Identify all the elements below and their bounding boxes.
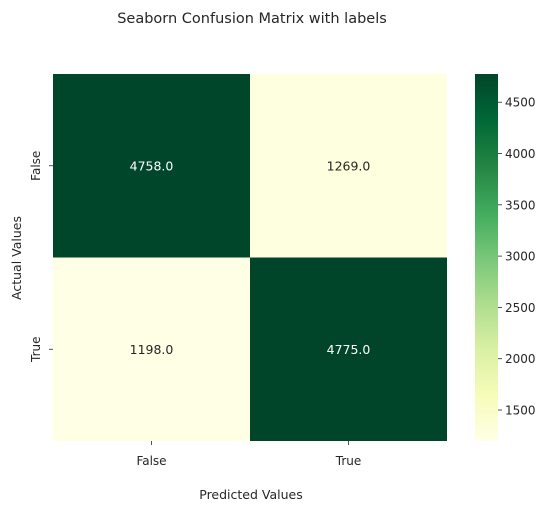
colorbar-tick-label: 4500 (505, 96, 536, 110)
x-tick-label: True (335, 454, 362, 468)
cell-value-label: 1269.0 (327, 158, 371, 173)
x-axis-ticks: False True (136, 441, 361, 468)
colorbar-tick-label: 4000 (505, 147, 536, 161)
cell-value-label: 4775.0 (327, 342, 371, 357)
heatmap-cell (53, 74, 250, 258)
cell-value-label: 1198.0 (130, 342, 174, 357)
y-axis-label: Actual Values (9, 216, 24, 300)
x-tick-label: False (136, 454, 166, 468)
colorbar-tick-label: 3500 (505, 198, 536, 212)
colorbar-tick-label: 3000 (505, 250, 536, 264)
heatmap-cell (250, 257, 447, 441)
colorbar-tick-label: 1500 (505, 404, 536, 418)
heatmap-cell (250, 74, 447, 258)
y-axis-ticks: False True (29, 151, 53, 363)
x-axis-label: Predicted Values (199, 487, 303, 502)
cell-value-label: 4758.0 (130, 158, 174, 173)
y-tick-label: True (29, 337, 43, 364)
colorbar-tick-label: 2500 (505, 301, 536, 315)
heatmap-cells: 4758.0 1269.0 1198.0 4775.0 (53, 74, 447, 441)
chart-title: Seaborn Confusion Matrix with labels (117, 11, 387, 27)
colorbar-tick-label: 2000 (505, 352, 536, 366)
colorbar (475, 74, 498, 441)
y-tick-label: False (29, 151, 43, 181)
heatmap-cell (53, 257, 250, 441)
colorbar-ticks: 1500 2000 2500 3000 3500 4000 4500 (498, 96, 536, 418)
